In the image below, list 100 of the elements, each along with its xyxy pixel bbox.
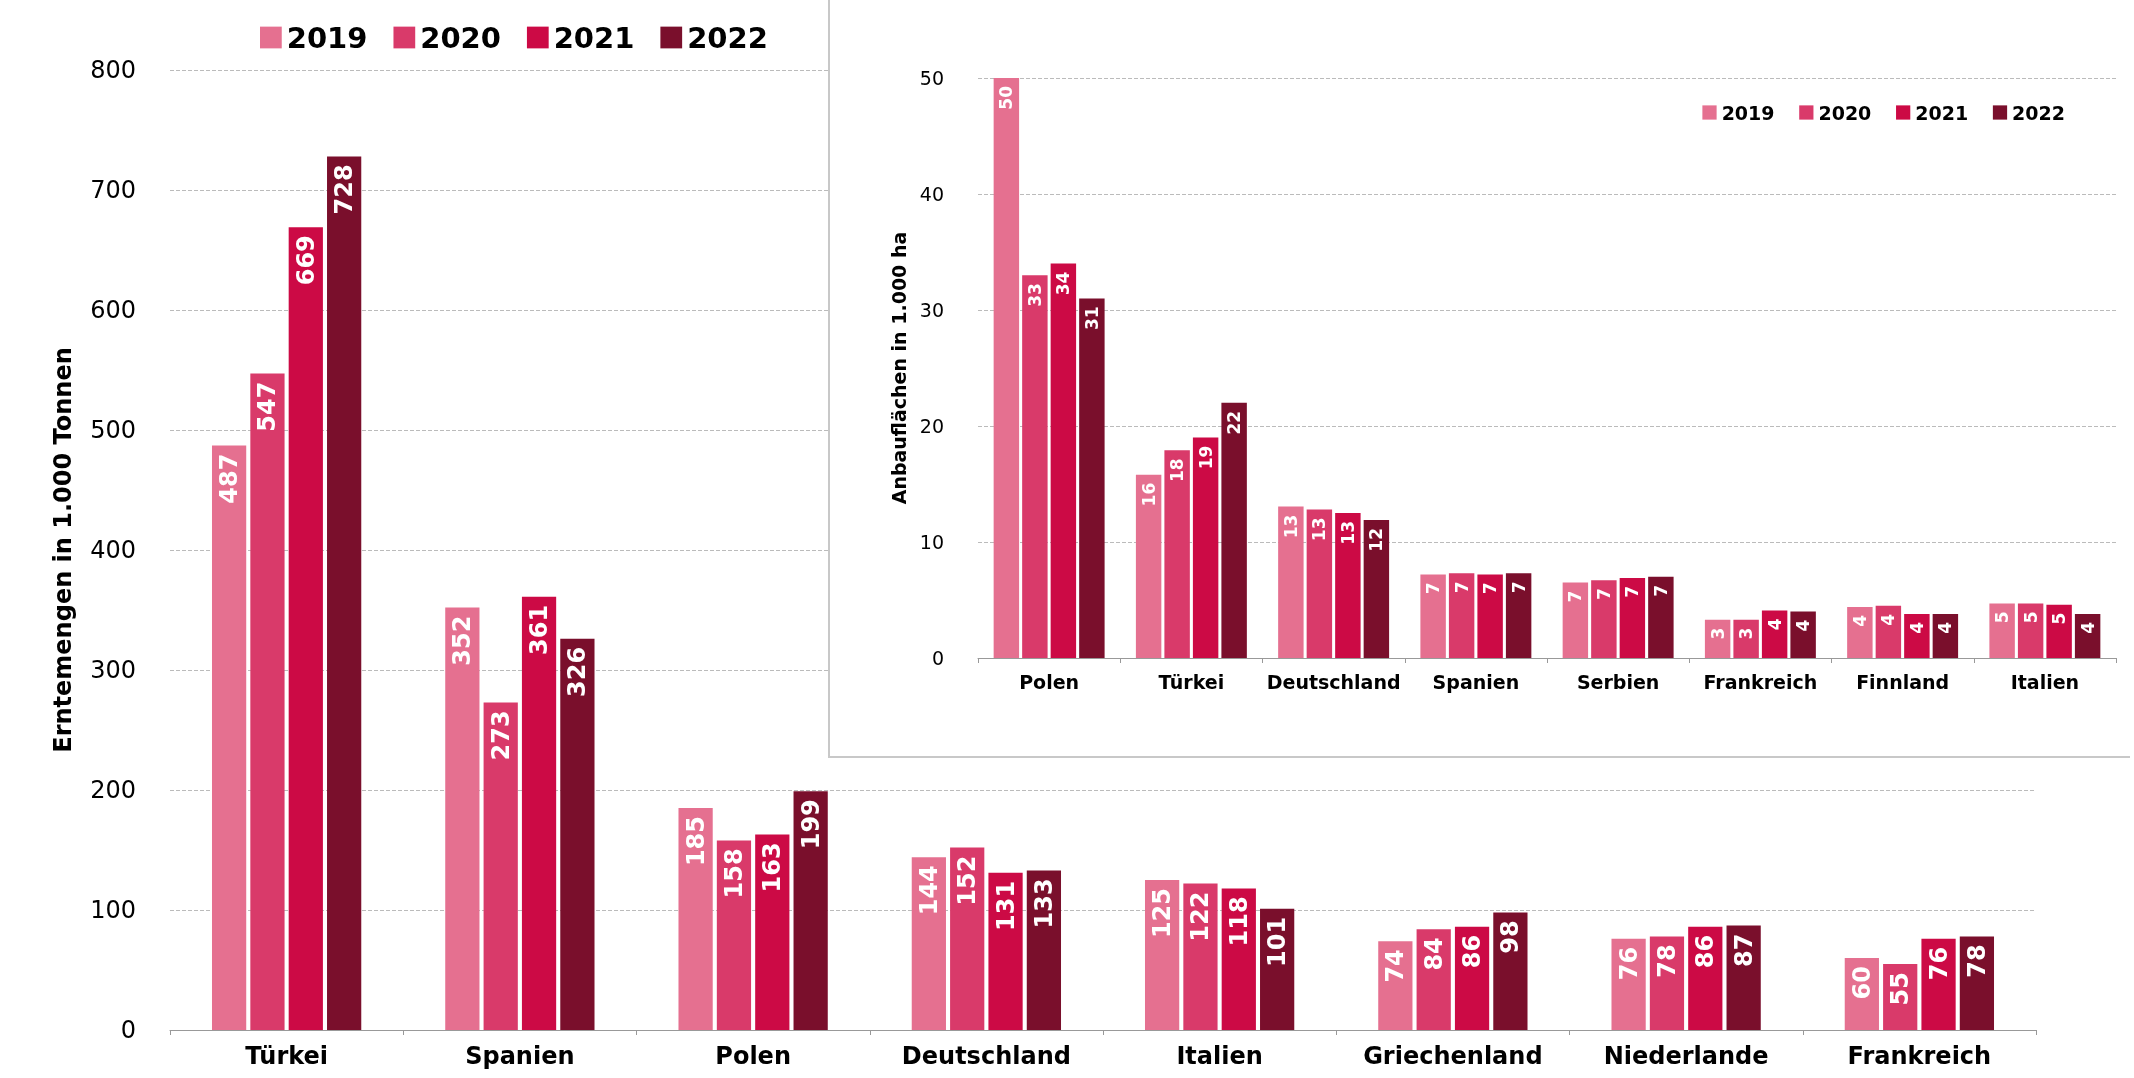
data-label: 7 bbox=[1593, 588, 1614, 601]
x-tick-label: Frankreich bbox=[1703, 670, 1818, 693]
bar bbox=[1847, 606, 1873, 658]
bar bbox=[211, 445, 247, 1030]
bar bbox=[793, 791, 828, 1030]
bar bbox=[327, 156, 362, 1030]
bar bbox=[1183, 883, 1218, 1030]
bar bbox=[1278, 506, 1304, 658]
data-label: 144 bbox=[914, 865, 943, 916]
data-label: 5 bbox=[2049, 612, 2070, 625]
data-label: 60 bbox=[1847, 966, 1876, 1000]
bar bbox=[1733, 619, 1759, 658]
data-label: 16 bbox=[1138, 482, 1159, 507]
data-label: 5 bbox=[2020, 611, 2041, 624]
bar bbox=[250, 373, 285, 1030]
y-tick-label: 800 bbox=[90, 56, 136, 84]
data-label: 84 bbox=[1419, 937, 1448, 971]
data-label: 152 bbox=[953, 855, 982, 906]
data-label: 3 bbox=[1736, 627, 1757, 640]
bar bbox=[2046, 604, 2072, 658]
data-label: 34 bbox=[1053, 271, 1074, 296]
bar bbox=[1591, 580, 1617, 658]
bar bbox=[288, 227, 323, 1030]
data-label: 361 bbox=[525, 604, 554, 655]
bar bbox=[1026, 870, 1062, 1030]
data-label: 86 bbox=[1691, 934, 1720, 969]
y-tick-label: 200 bbox=[90, 776, 136, 804]
data-label: 131 bbox=[991, 880, 1020, 931]
bar bbox=[1921, 938, 1956, 1030]
bar bbox=[1050, 263, 1077, 658]
bar bbox=[1164, 450, 1190, 658]
data-label: 18 bbox=[1167, 458, 1188, 483]
data-label: 728 bbox=[330, 164, 359, 215]
bar bbox=[993, 78, 1020, 658]
data-label: 13 bbox=[1309, 517, 1330, 542]
bar bbox=[1932, 613, 1959, 658]
y-tick-label: 400 bbox=[90, 536, 136, 564]
data-label: 22 bbox=[1224, 410, 1245, 435]
data-label: 352 bbox=[448, 615, 477, 666]
data-label: 185 bbox=[681, 816, 710, 867]
x-tick-label: Italien bbox=[1176, 1042, 1263, 1070]
data-label: 31 bbox=[1081, 306, 1102, 331]
bar bbox=[1363, 519, 1390, 658]
bar bbox=[1221, 402, 1247, 658]
y-tick-label: 700 bbox=[90, 176, 136, 204]
bar bbox=[1477, 574, 1503, 658]
bar bbox=[521, 596, 557, 1030]
x-tick-label: Deutschland bbox=[1266, 670, 1401, 693]
bar bbox=[1875, 605, 1902, 658]
data-label: 78 bbox=[1962, 944, 1991, 978]
x-tick-label: Frankreich bbox=[1847, 1042, 1992, 1070]
bar bbox=[1135, 474, 1162, 658]
bar bbox=[1790, 611, 1816, 658]
y-tick-label: 50 bbox=[919, 67, 944, 89]
data-label: 163 bbox=[758, 842, 787, 893]
bar bbox=[1022, 275, 1048, 658]
bar bbox=[483, 702, 518, 1030]
x-tick-label: Italien bbox=[2010, 670, 2080, 693]
bar bbox=[2017, 603, 2044, 658]
y-tick-label: 30 bbox=[919, 299, 944, 321]
bar bbox=[1493, 912, 1528, 1030]
data-label: 547 bbox=[253, 381, 282, 432]
legend-label: 2021 bbox=[553, 20, 635, 55]
x-tick-label: Spanien bbox=[1432, 670, 1520, 693]
data-label: 199 bbox=[796, 799, 825, 850]
data-label: 7 bbox=[1622, 585, 1643, 598]
data-label: 7 bbox=[1423, 582, 1444, 595]
x-tick-label: Polen bbox=[715, 1042, 791, 1070]
y-axis-title: Erntemengen in 1.000 Tonnen bbox=[49, 347, 77, 753]
bar bbox=[1505, 573, 1532, 658]
bar bbox=[1648, 576, 1674, 658]
data-label: 4 bbox=[1878, 613, 1899, 626]
data-label: 74 bbox=[1381, 949, 1410, 983]
data-label: 50 bbox=[996, 85, 1017, 110]
data-label: 133 bbox=[1029, 878, 1058, 929]
bar bbox=[445, 607, 480, 1030]
data-label: 118 bbox=[1224, 896, 1253, 947]
x-tick-label: Türkei bbox=[1158, 670, 1225, 693]
data-label: 86 bbox=[1458, 934, 1487, 969]
data-label: 4 bbox=[1793, 619, 1814, 632]
x-tick-label: Griechenland bbox=[1363, 1042, 1543, 1070]
legend-label: 2020 bbox=[420, 20, 501, 55]
data-label: 669 bbox=[291, 235, 320, 286]
legend-label: 2022 bbox=[687, 20, 768, 55]
y-tick-label: 600 bbox=[90, 296, 136, 324]
bar bbox=[755, 834, 790, 1030]
y-tick-label: 100 bbox=[90, 896, 136, 924]
data-label: 4 bbox=[1935, 621, 1956, 634]
y-tick-label: 40 bbox=[919, 183, 944, 205]
data-label: 78 bbox=[1652, 944, 1681, 978]
y-tick-label: 0 bbox=[931, 647, 944, 669]
data-label: 487 bbox=[215, 453, 244, 504]
bar bbox=[1079, 298, 1105, 658]
bar bbox=[1611, 938, 1646, 1030]
data-label: 76 bbox=[1924, 946, 1953, 981]
y-tick-label: 300 bbox=[90, 656, 136, 684]
legend-label: 2019 bbox=[286, 20, 368, 55]
bar bbox=[1420, 574, 1446, 658]
data-label: 7 bbox=[1480, 582, 1501, 595]
data-label: 7 bbox=[1508, 581, 1529, 594]
